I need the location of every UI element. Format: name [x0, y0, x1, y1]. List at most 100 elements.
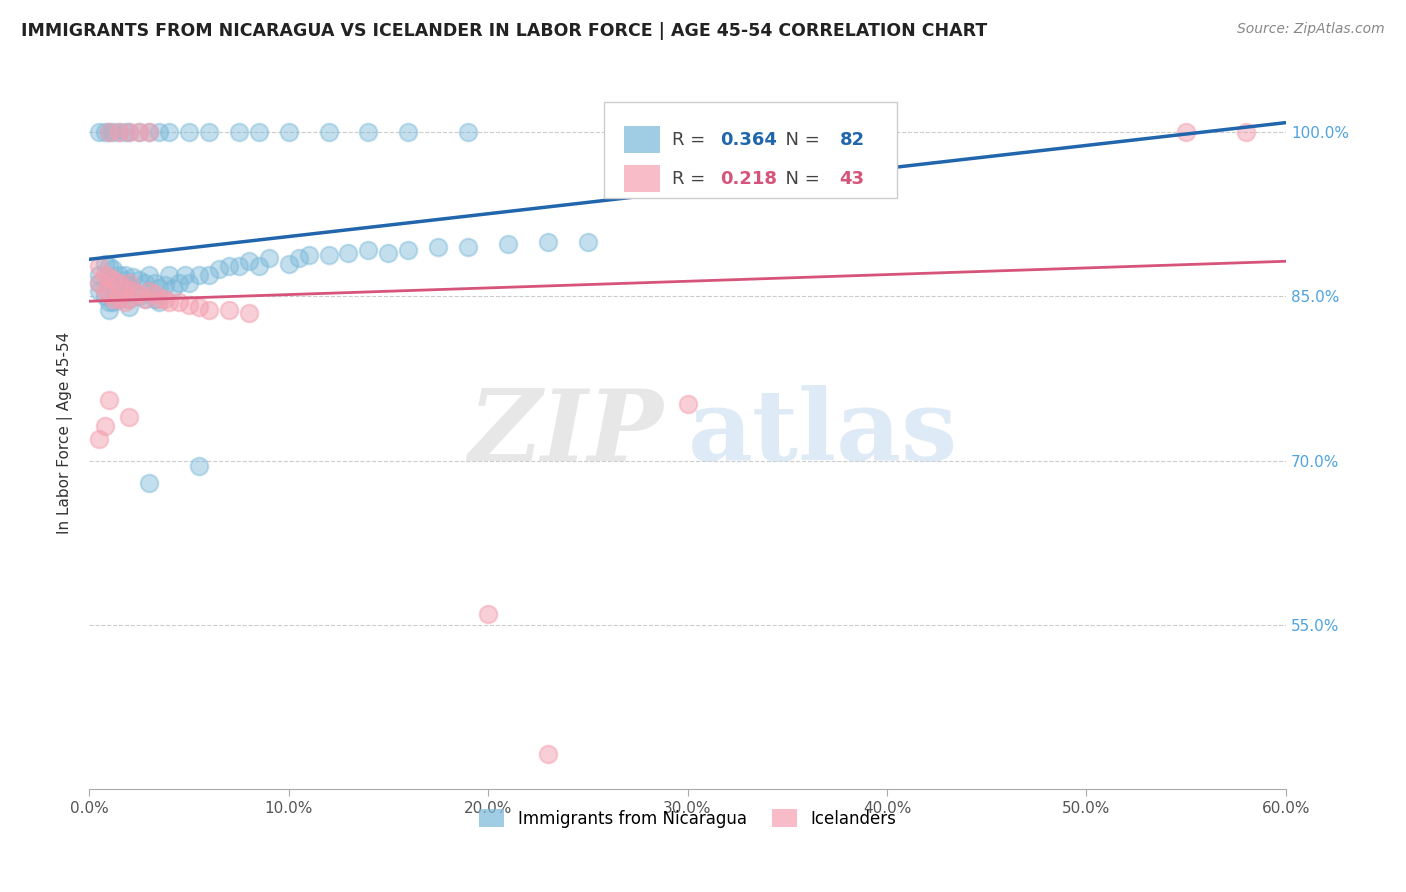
Point [496, 236, 519, 251]
Point [114, 287, 136, 301]
Point [94, 257, 117, 271]
Point [167, 277, 190, 291]
Point [134, 292, 156, 306]
Point [396, 125, 419, 139]
Point [153, 278, 176, 293]
Point [98, 259, 121, 273]
Point [128, 273, 150, 287]
Point [128, 287, 150, 301]
Point [118, 277, 141, 291]
Point [1175, 125, 1198, 139]
Point [138, 125, 160, 139]
Point [101, 281, 124, 295]
Point [238, 306, 260, 320]
Point [94, 289, 117, 303]
Point [122, 284, 145, 298]
Point [94, 268, 117, 282]
Point [114, 268, 136, 282]
Point [98, 277, 121, 291]
Point [118, 125, 141, 139]
Point [143, 287, 166, 301]
Point [427, 240, 450, 254]
Point [238, 254, 260, 268]
Point [89, 277, 111, 291]
Point [118, 278, 141, 293]
Point [89, 432, 111, 446]
Text: R =: R = [672, 169, 711, 188]
Point [108, 281, 131, 295]
Point [94, 125, 117, 139]
Point [218, 259, 240, 273]
Point [98, 393, 121, 408]
Point [337, 245, 360, 260]
Point [257, 251, 280, 265]
Point [89, 268, 111, 282]
Point [114, 281, 136, 295]
Point [138, 284, 160, 298]
Point [676, 397, 699, 411]
Point [108, 125, 131, 139]
Point [1234, 125, 1257, 139]
Point [153, 292, 176, 306]
Point [108, 292, 131, 306]
Point [396, 244, 419, 258]
Point [187, 459, 209, 474]
Point [101, 292, 124, 306]
Point [457, 240, 479, 254]
Point [128, 289, 150, 303]
Point [138, 268, 160, 282]
Point [134, 292, 156, 306]
Point [143, 277, 166, 291]
Point [114, 125, 136, 139]
Point [89, 277, 111, 291]
Point [277, 257, 299, 271]
Point [108, 277, 131, 291]
Point [118, 301, 141, 315]
Point [138, 284, 160, 298]
Point [157, 294, 180, 309]
Point [297, 248, 319, 262]
Point [247, 259, 270, 273]
Text: 43: 43 [839, 169, 865, 188]
Point [118, 292, 141, 306]
Point [318, 125, 340, 139]
Point [247, 125, 270, 139]
Point [128, 125, 150, 139]
Point [89, 259, 111, 273]
Point [162, 281, 184, 295]
Point [177, 277, 200, 291]
Point [138, 475, 160, 490]
Point [122, 284, 145, 298]
Point [208, 262, 231, 277]
Point [357, 125, 380, 139]
Bar [624, 165, 659, 193]
Point [457, 125, 479, 139]
Point [576, 235, 599, 249]
Point [187, 268, 209, 282]
Text: 82: 82 [839, 131, 865, 149]
Text: N =: N = [773, 169, 825, 188]
Y-axis label: In Labor Force | Age 45-54: In Labor Force | Age 45-54 [58, 332, 73, 534]
Point [134, 277, 156, 291]
Point [98, 287, 121, 301]
Point [114, 273, 136, 287]
Point [537, 747, 560, 761]
Bar [624, 126, 659, 153]
Point [98, 125, 121, 139]
Point [177, 298, 200, 312]
Point [148, 281, 170, 295]
Point [228, 125, 250, 139]
Point [148, 294, 170, 309]
Point [277, 125, 299, 139]
Text: IMMIGRANTS FROM NICARAGUA VS ICELANDER IN LABOR FORCE | AGE 45-54 CORRELATION CH: IMMIGRANTS FROM NICARAGUA VS ICELANDER I… [21, 22, 987, 40]
Point [118, 292, 141, 306]
Point [108, 268, 131, 282]
Point [108, 292, 131, 306]
Point [114, 294, 136, 309]
Point [89, 125, 111, 139]
Text: 0.218: 0.218 [720, 169, 778, 188]
Point [198, 268, 221, 282]
Text: R =: R = [672, 131, 711, 149]
Text: 0.364: 0.364 [720, 131, 776, 149]
Point [167, 294, 190, 309]
